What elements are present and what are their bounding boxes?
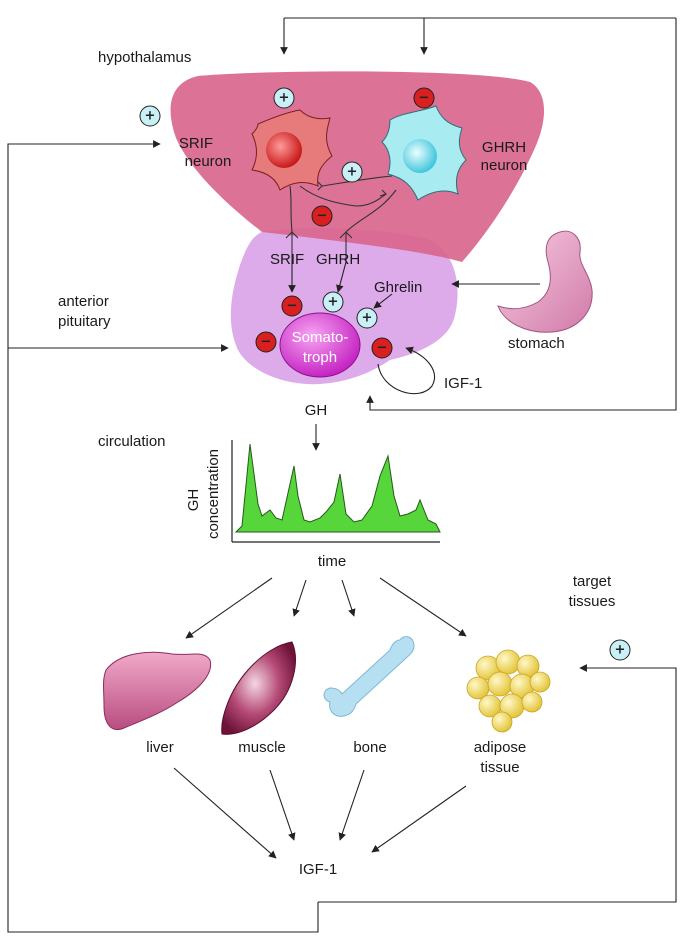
label-anterior: anterior bbox=[58, 293, 109, 310]
svg-text:+: + bbox=[347, 165, 358, 180]
plus-sign-neurons: + bbox=[341, 161, 363, 183]
label-gh: GH bbox=[305, 402, 328, 419]
label-pituitary: pituitary bbox=[58, 313, 111, 330]
label-troph: troph bbox=[303, 349, 337, 366]
label-stomach: stomach bbox=[508, 335, 565, 352]
minus-sign-neurons: − bbox=[311, 205, 333, 227]
label-ghrh-neuron-1: GHRH bbox=[482, 139, 526, 156]
gh-pulse-area bbox=[234, 443, 441, 533]
ghrh-nucleus bbox=[403, 139, 437, 173]
ghrh-axon bbox=[345, 189, 397, 233]
adipose-to-igf1 bbox=[371, 785, 467, 853]
label-hypothalamus: hypothalamus bbox=[98, 49, 191, 66]
svg-text:+: + bbox=[328, 295, 339, 310]
ghrh-terminal-fork bbox=[339, 231, 353, 239]
arrow-to-bone bbox=[341, 579, 356, 617]
plus-sign-left: + bbox=[139, 105, 161, 127]
gh-pulse-chart bbox=[231, 440, 441, 543]
right-feedback-line bbox=[318, 664, 677, 903]
chart-xlabel: time bbox=[318, 553, 346, 570]
muscle-organ bbox=[221, 641, 296, 735]
minus-sign-ghrh: − bbox=[413, 87, 435, 109]
igf1-local-loop bbox=[377, 346, 435, 395]
label-srif: SRIF bbox=[270, 251, 304, 268]
svg-text:+: + bbox=[362, 311, 373, 326]
arrow-to-adipose bbox=[379, 577, 467, 637]
srif-axon bbox=[289, 185, 293, 233]
somatotroph-cell bbox=[279, 312, 361, 378]
svg-text:−: − bbox=[377, 341, 388, 356]
arrow-to-liver bbox=[185, 577, 273, 639]
label-bone: bone bbox=[353, 739, 386, 756]
srif-nucleus bbox=[266, 132, 302, 168]
bone-organ bbox=[323, 636, 415, 717]
label-adipose: adipose bbox=[474, 739, 527, 756]
label-ghrh-neuron-2: neuron bbox=[481, 157, 528, 174]
label-srif-neuron-2: neuron bbox=[185, 153, 232, 170]
label-igf1-feedback: IGF-1 bbox=[444, 375, 482, 392]
label-liver: liver bbox=[146, 739, 174, 756]
plus-sign-adipose: + bbox=[609, 639, 631, 661]
adipose-organ bbox=[466, 649, 551, 733]
minus-sign-srif-effect: − bbox=[281, 295, 303, 317]
label-circulation: circulation bbox=[98, 433, 166, 450]
ghrh-arrow-down bbox=[336, 261, 347, 293]
bone-to-igf1 bbox=[338, 769, 365, 841]
svg-text:−: − bbox=[261, 335, 272, 350]
ghrh-to-srif-synapse bbox=[317, 181, 323, 191]
chart-ylabel-1: GH bbox=[185, 489, 202, 512]
label-ghrh: GHRH bbox=[316, 251, 360, 268]
liver-organ bbox=[103, 651, 212, 730]
plus-sign-ghrelin-effect: + bbox=[356, 307, 378, 329]
left-feedback-line bbox=[7, 140, 319, 933]
liver-to-igf1 bbox=[173, 767, 277, 859]
minus-sign-right-somato: − bbox=[371, 337, 393, 359]
label-adipose-tissue: tissue bbox=[480, 759, 519, 776]
arrow-to-muscle bbox=[292, 579, 307, 617]
label-srif-neuron-1: SRIF bbox=[179, 135, 213, 152]
svg-text:+: + bbox=[279, 91, 290, 106]
top-feedback-line bbox=[366, 18, 677, 411]
minus-sign-left-somato: − bbox=[255, 331, 277, 353]
muscle-to-igf1 bbox=[269, 769, 296, 841]
plus-sign-ghrh-effect: + bbox=[322, 291, 344, 313]
svg-text:+: + bbox=[145, 109, 156, 124]
svg-text:−: − bbox=[419, 91, 430, 106]
svg-text:+: + bbox=[615, 643, 626, 658]
plus-sign-srif: + bbox=[273, 87, 295, 109]
svg-text:−: − bbox=[287, 299, 298, 314]
srif-terminal-fork bbox=[285, 231, 299, 239]
svg-text:−: − bbox=[317, 209, 328, 224]
label-tissues: tissues bbox=[569, 593, 616, 610]
chart-ylabel-2: concentration bbox=[205, 449, 222, 539]
stomach-organ bbox=[497, 230, 593, 333]
ghrelin-to-somato bbox=[373, 293, 393, 309]
label-somato: Somato- bbox=[292, 329, 349, 346]
srif-to-ghrh-synapse bbox=[379, 189, 388, 197]
label-ghrelin: Ghrelin bbox=[374, 279, 422, 296]
label-igf1-bottom: IGF-1 bbox=[299, 861, 337, 878]
label-muscle: muscle bbox=[238, 739, 286, 756]
label-target: target bbox=[573, 573, 612, 590]
srif-axon-branch bbox=[299, 185, 387, 207]
